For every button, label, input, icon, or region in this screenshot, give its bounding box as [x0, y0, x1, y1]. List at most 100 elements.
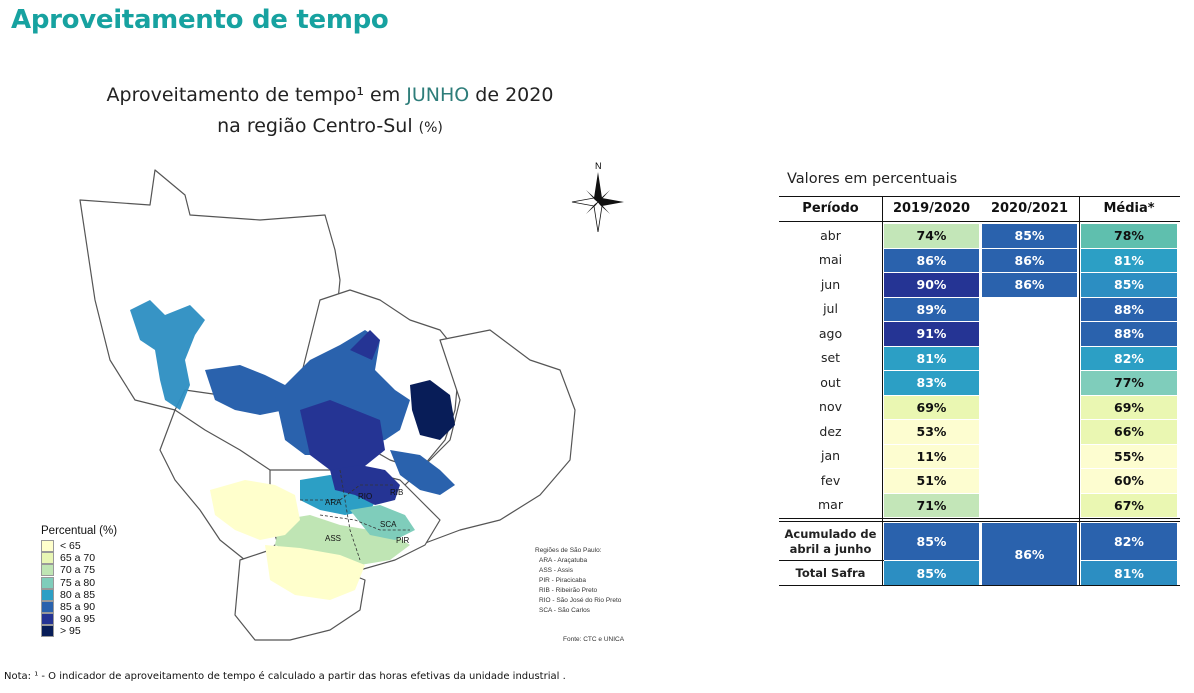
cell-media: 85%: [1081, 272, 1177, 297]
legend-item: 80 a 85: [41, 588, 117, 601]
vline-after-label: [882, 196, 883, 585]
legend-label: > 95: [60, 625, 81, 638]
cell-2019-2020: 69%: [884, 394, 979, 419]
cell-media: 55%: [1081, 443, 1177, 468]
acumulado-label-line2: abril a junho: [789, 541, 872, 556]
map-title-part-a: Aproveitamento de tempo¹ em: [106, 84, 407, 106]
cell-2020-2021: 86%: [982, 247, 1077, 272]
legend-swatch: [41, 564, 54, 577]
legend-item: 70 a 75: [41, 564, 117, 577]
row-label: out: [820, 374, 841, 390]
legend-swatch: [41, 540, 54, 553]
cell-media: 67%: [1081, 492, 1177, 517]
header-periodo: Período: [802, 201, 859, 216]
acumulado-divider-line: [779, 560, 884, 561]
shade-mt-west: [130, 300, 205, 410]
cell-2019-2020: 74%: [884, 223, 979, 248]
table-rows-bottom-line: [779, 518, 1180, 519]
page-title: Aproveitamento de tempo: [11, 5, 389, 35]
cell-media: 69%: [1081, 394, 1177, 419]
total-safra-2019-2020: 85%: [884, 561, 979, 585]
legend-label: 85 a 90: [60, 601, 96, 614]
row-label: jan: [820, 448, 841, 464]
legend-swatch: [41, 625, 54, 638]
north-arrow-icon: N: [571, 161, 624, 233]
region-label-pir: PIR: [396, 536, 410, 545]
regions-note-title: Regiões de São Paulo:: [535, 547, 602, 554]
total-safra-label: Total Safra: [795, 565, 866, 580]
vline-after-media-gap: [1079, 196, 1080, 585]
shade-mg-triangulo: [390, 450, 455, 495]
legend-swatch: [41, 601, 54, 614]
table-header-line: [779, 221, 1180, 222]
legend-label: < 65: [60, 540, 81, 553]
north-label: N: [595, 161, 602, 171]
row-label: dez: [819, 423, 842, 439]
legend-label: 75 a 80: [60, 576, 96, 589]
cell-2019-2020: 11%: [884, 443, 979, 468]
cell-2019-2020: 51%: [884, 468, 979, 493]
cell-media: 60%: [1081, 468, 1177, 493]
cell-2019-2020: 91%: [884, 321, 979, 346]
legend-item: 75 a 80: [41, 576, 117, 589]
header-2020-2021: 2020/2021: [990, 201, 1069, 216]
shade-mt-band: [205, 365, 300, 415]
map-shading: [130, 300, 455, 600]
region-label-ara: ARA: [325, 498, 342, 507]
cell-2019-2020: 89%: [884, 296, 979, 321]
region-label-sca: SCA: [380, 520, 397, 529]
merged-2020-2021: 86%: [982, 523, 1077, 585]
cell-2019-2020: 53%: [884, 419, 979, 444]
table-bottom-line: [779, 585, 1180, 586]
legend-swatch: [41, 613, 54, 626]
legend-item: 85 a 90: [41, 601, 117, 614]
shade-go-north: [350, 330, 380, 360]
cell-media: 66%: [1081, 419, 1177, 444]
cell-2019-2020: 83%: [884, 370, 979, 395]
legend-items: < 65 65 a 70 70 a 75 75 a 80 80 a 85 85 a 90 9…: [41, 540, 117, 638]
table-caption: Valores em percentuais: [787, 171, 958, 187]
region-note-item: PIR - Piracicaba: [539, 577, 586, 584]
regional-map: RIO RIB ARA SCA ASS PIR N: [79, 161, 624, 641]
region-note-item: RIO - São José do Rio Preto: [539, 597, 622, 604]
header-2019-2020: 2019/2020: [892, 201, 971, 216]
table-top-line: [779, 196, 1180, 197]
region-boundaries: [300, 469, 410, 561]
shade-go-dark: [300, 400, 385, 470]
legend-label: 80 a 85: [60, 588, 96, 601]
legend-title: Percentual (%): [41, 525, 118, 537]
row-label: mai: [818, 252, 843, 268]
map-title-line2: na região Centro-Sul: [217, 115, 419, 137]
legend-label: 70 a 75: [60, 564, 96, 577]
row-label: abr: [820, 227, 841, 243]
cell-2019-2020: 71%: [884, 492, 979, 517]
row-label: jul: [823, 301, 838, 317]
legend-swatch: [41, 576, 54, 589]
legend-item: < 65: [41, 540, 117, 553]
total-safra-media: 81%: [1081, 561, 1177, 585]
cell-2020-2021: 86%: [982, 272, 1077, 297]
cell-2019-2020: 86%: [884, 247, 979, 272]
cell-media: 82%: [1081, 345, 1177, 370]
acumulado-media: 82%: [1081, 523, 1177, 560]
region-labels: RIO RIB ARA SCA ASS PIR: [325, 488, 410, 545]
boundary-line-3: [339, 469, 361, 561]
acumulado-label-line1: Acumulado de: [784, 526, 877, 541]
regions-note: Regiões de São Paulo: ARA - Araçatuba ASS…: [535, 546, 621, 616]
map-legend: Percentual (%) < 65 65 a 70 70 a 75 75 a 80…: [41, 525, 117, 638]
map-title-unit: (%): [418, 120, 443, 136]
region-label-ass: ASS: [325, 534, 341, 543]
footnote: Nota: ¹ - O indicador de aproveitamento …: [4, 671, 566, 682]
row-label: mar: [818, 497, 843, 513]
legend-label: 65 a 70: [60, 552, 96, 565]
cell-2019-2020: 90%: [884, 272, 979, 297]
boundary-line-2: [319, 514, 410, 531]
cell-media: 77%: [1081, 370, 1177, 395]
legend-item: 65 a 70: [41, 552, 117, 565]
regions-list: ARA - Araçatuba ASS - Assis PIR - Piracica…: [535, 556, 621, 616]
cell-2020-2021: 85%: [982, 223, 1077, 248]
cell-media: 81%: [1081, 247, 1177, 272]
legend-swatch: [41, 588, 54, 601]
map-title: Aproveitamento de tempo¹ em JUNHO de 202…: [70, 80, 590, 144]
row-label: jun: [820, 276, 841, 292]
